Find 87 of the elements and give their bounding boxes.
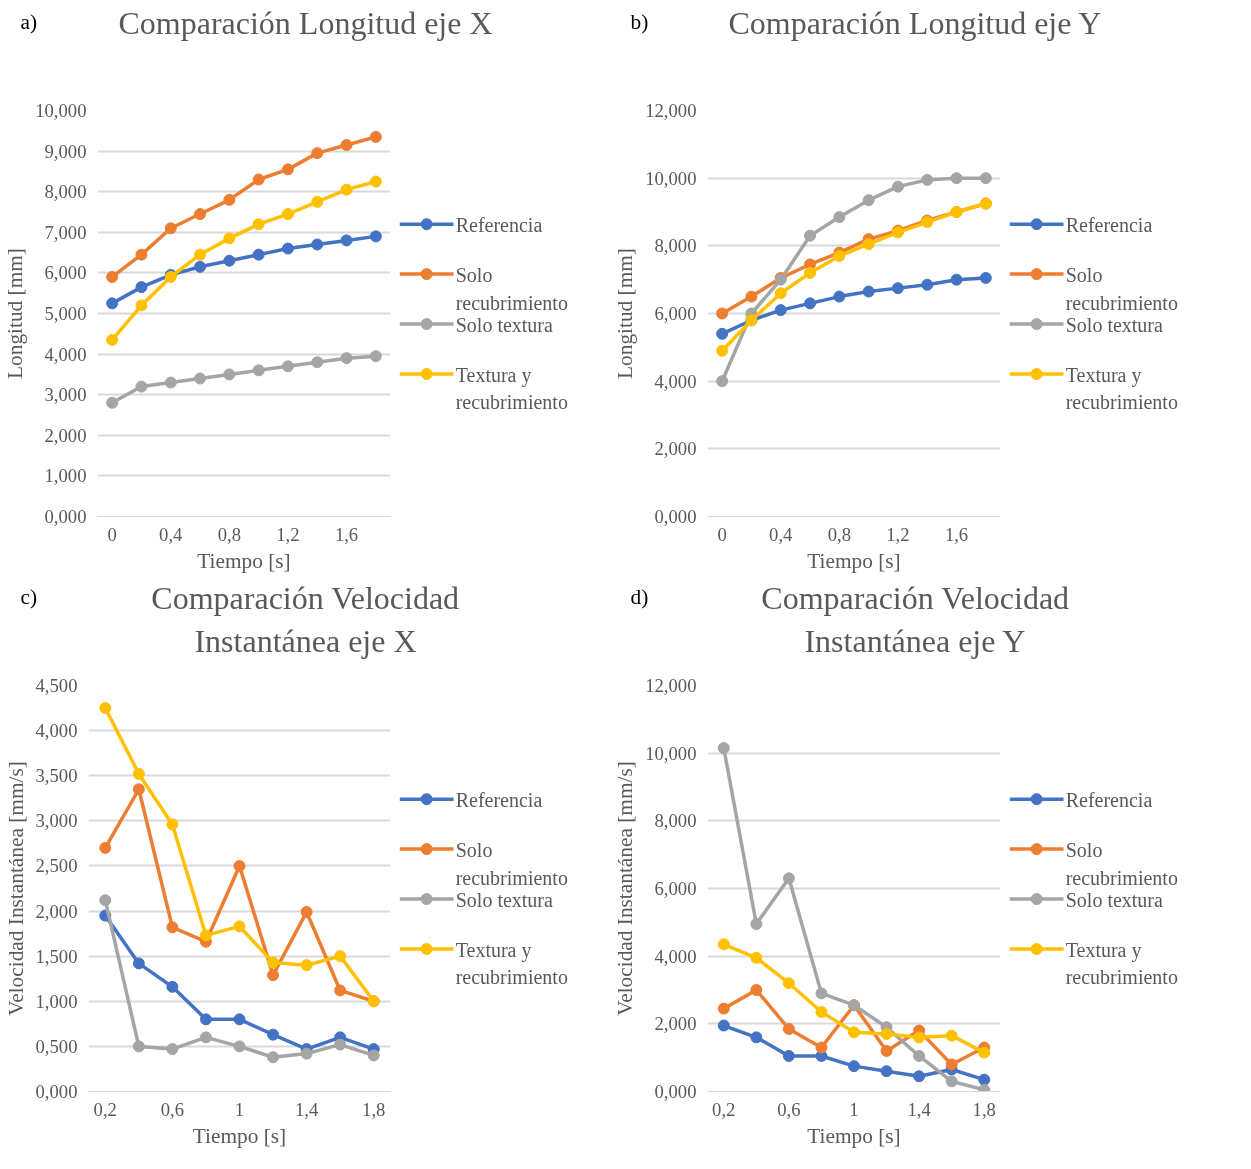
x-tick-label: 1,2 bbox=[886, 523, 910, 545]
y-tick-label: 2,000 bbox=[35, 900, 78, 922]
y-tick-label: 4,000 bbox=[654, 945, 697, 967]
y-tick-label: 7,000 bbox=[44, 221, 87, 243]
legend-label: Textura y recubrimiento bbox=[455, 363, 568, 414]
x-tick-label: 0 bbox=[717, 523, 727, 545]
x-tick-label: 0,2 bbox=[712, 1098, 736, 1120]
legend-label: Solo recubrimiento bbox=[455, 839, 568, 889]
x-tick-label: 1,6 bbox=[944, 523, 969, 545]
y-axis-title: Velocidad Instantánea [mm/s] bbox=[613, 761, 638, 1016]
y-tick-label: 4,000 bbox=[35, 720, 78, 742]
y-tick-label: 1,000 bbox=[35, 990, 78, 1012]
text: c) bbox=[20, 584, 38, 609]
y-axis-title: Longitud [mm] bbox=[3, 248, 28, 379]
legend-label: Solo textura bbox=[1065, 314, 1164, 337]
x-tick-label: 1 bbox=[234, 1098, 245, 1120]
legend-label: Textura y recubrimiento bbox=[1065, 363, 1178, 414]
y-tick-label: 0,000 bbox=[654, 506, 697, 527]
x-tick-label: 0,4 bbox=[769, 523, 794, 545]
chart-title: Comparación Longitud eje Y bbox=[728, 5, 1102, 42]
legend-label: Referencia bbox=[455, 789, 543, 812]
x-tick-label: 0 bbox=[107, 523, 117, 545]
y-tick-label: 0,000 bbox=[35, 1081, 78, 1102]
legend-label: Solo textura bbox=[455, 314, 554, 337]
legend-label: Solo recubrimiento bbox=[455, 264, 568, 314]
y-tick-label: 12,000 bbox=[645, 100, 697, 121]
x-tick-label: 0,8 bbox=[217, 523, 242, 545]
legend-label: Solo textura bbox=[1065, 889, 1164, 912]
x-tick-label: 1,8 bbox=[972, 1098, 996, 1120]
chart-title: Comparación Velocidad Instantánea eje Y bbox=[761, 580, 1070, 660]
y-tick-label: 6,000 bbox=[44, 262, 87, 284]
y-tick-label: 0,000 bbox=[654, 1081, 697, 1102]
legend-label: Textura y recubrimiento bbox=[455, 938, 568, 989]
y-tick-label: 10,000 bbox=[645, 167, 697, 189]
y-tick-label: 5,000 bbox=[44, 303, 87, 324]
x-axis-title: Tiempo [s] bbox=[192, 1123, 287, 1148]
x-axis-title: Tiempo [s] bbox=[197, 548, 291, 573]
y-tick-label: 6,000 bbox=[654, 303, 697, 324]
y-tick-label: 4,000 bbox=[44, 343, 87, 365]
chart-title: Comparación Velocidad Instantánea eje X bbox=[151, 580, 460, 660]
y-tick-label: 2,000 bbox=[44, 424, 87, 446]
x-tick-label: 1,4 bbox=[907, 1098, 932, 1120]
y-axis-title: Longitud [mm] bbox=[613, 248, 638, 379]
y-tick-label: 12,000 bbox=[645, 675, 697, 696]
y-tick-label: 8,000 bbox=[44, 181, 87, 203]
x-tick-label: 0,6 bbox=[160, 1098, 185, 1120]
y-tick-label: 10,000 bbox=[645, 742, 697, 764]
x-tick-label: 1,4 bbox=[294, 1098, 319, 1120]
x-tick-label: 0,2 bbox=[93, 1098, 117, 1120]
x-tick-label: 1,2 bbox=[276, 523, 300, 545]
y-tick-label: 3,500 bbox=[35, 765, 78, 787]
x-tick-label: 1,6 bbox=[334, 523, 359, 545]
legend-label: Solo recubrimiento bbox=[1065, 264, 1178, 314]
x-tick-label: 1,8 bbox=[362, 1098, 386, 1120]
x-axis-title: Tiempo [s] bbox=[807, 548, 901, 573]
y-tick-label: 8,000 bbox=[654, 810, 697, 832]
legend-label: Solo recubrimiento bbox=[1065, 839, 1178, 889]
y-tick-label: 2,500 bbox=[35, 855, 78, 877]
text: d) bbox=[630, 584, 649, 609]
x-tick-label: 0,4 bbox=[159, 523, 184, 545]
y-tick-label: 4,000 bbox=[654, 370, 697, 392]
y-tick-label: 1,000 bbox=[44, 465, 87, 487]
legend-label: Solo textura bbox=[455, 889, 554, 912]
legend-label: Referencia bbox=[455, 214, 543, 237]
y-tick-label: 2,000 bbox=[654, 1013, 697, 1035]
y-tick-label: 4,500 bbox=[35, 675, 78, 696]
y-tick-label: 10,000 bbox=[35, 100, 87, 121]
y-tick-label: 0,000 bbox=[44, 506, 87, 527]
y-tick-label: 6,000 bbox=[654, 878, 697, 899]
y-axis-title: Velocidad Instantánea [mm/s] bbox=[3, 761, 28, 1016]
y-tick-label: 1,500 bbox=[35, 945, 78, 967]
legend-label: Textura y recubrimiento bbox=[1065, 938, 1178, 989]
x-tick-label: 0,8 bbox=[827, 523, 852, 545]
y-tick-label: 3,000 bbox=[44, 384, 87, 406]
chart-title: Comparación Longitud eje X bbox=[118, 5, 493, 42]
legend-label: Referencia bbox=[1065, 214, 1153, 237]
y-tick-label: 0,500 bbox=[35, 1035, 78, 1057]
legend-label: Referencia bbox=[1065, 789, 1153, 812]
y-tick-label: 2,000 bbox=[654, 438, 697, 460]
y-tick-label: 3,000 bbox=[35, 810, 78, 832]
x-tick-label: 1 bbox=[849, 1098, 859, 1120]
text: a) bbox=[20, 9, 38, 34]
x-axis-title: Tiempo [s] bbox=[807, 1123, 901, 1148]
x-tick-label: 0,6 bbox=[777, 1098, 801, 1120]
y-tick-label: 9,000 bbox=[44, 140, 87, 162]
text: b) bbox=[630, 9, 649, 34]
y-tick-label: 8,000 bbox=[654, 235, 697, 257]
